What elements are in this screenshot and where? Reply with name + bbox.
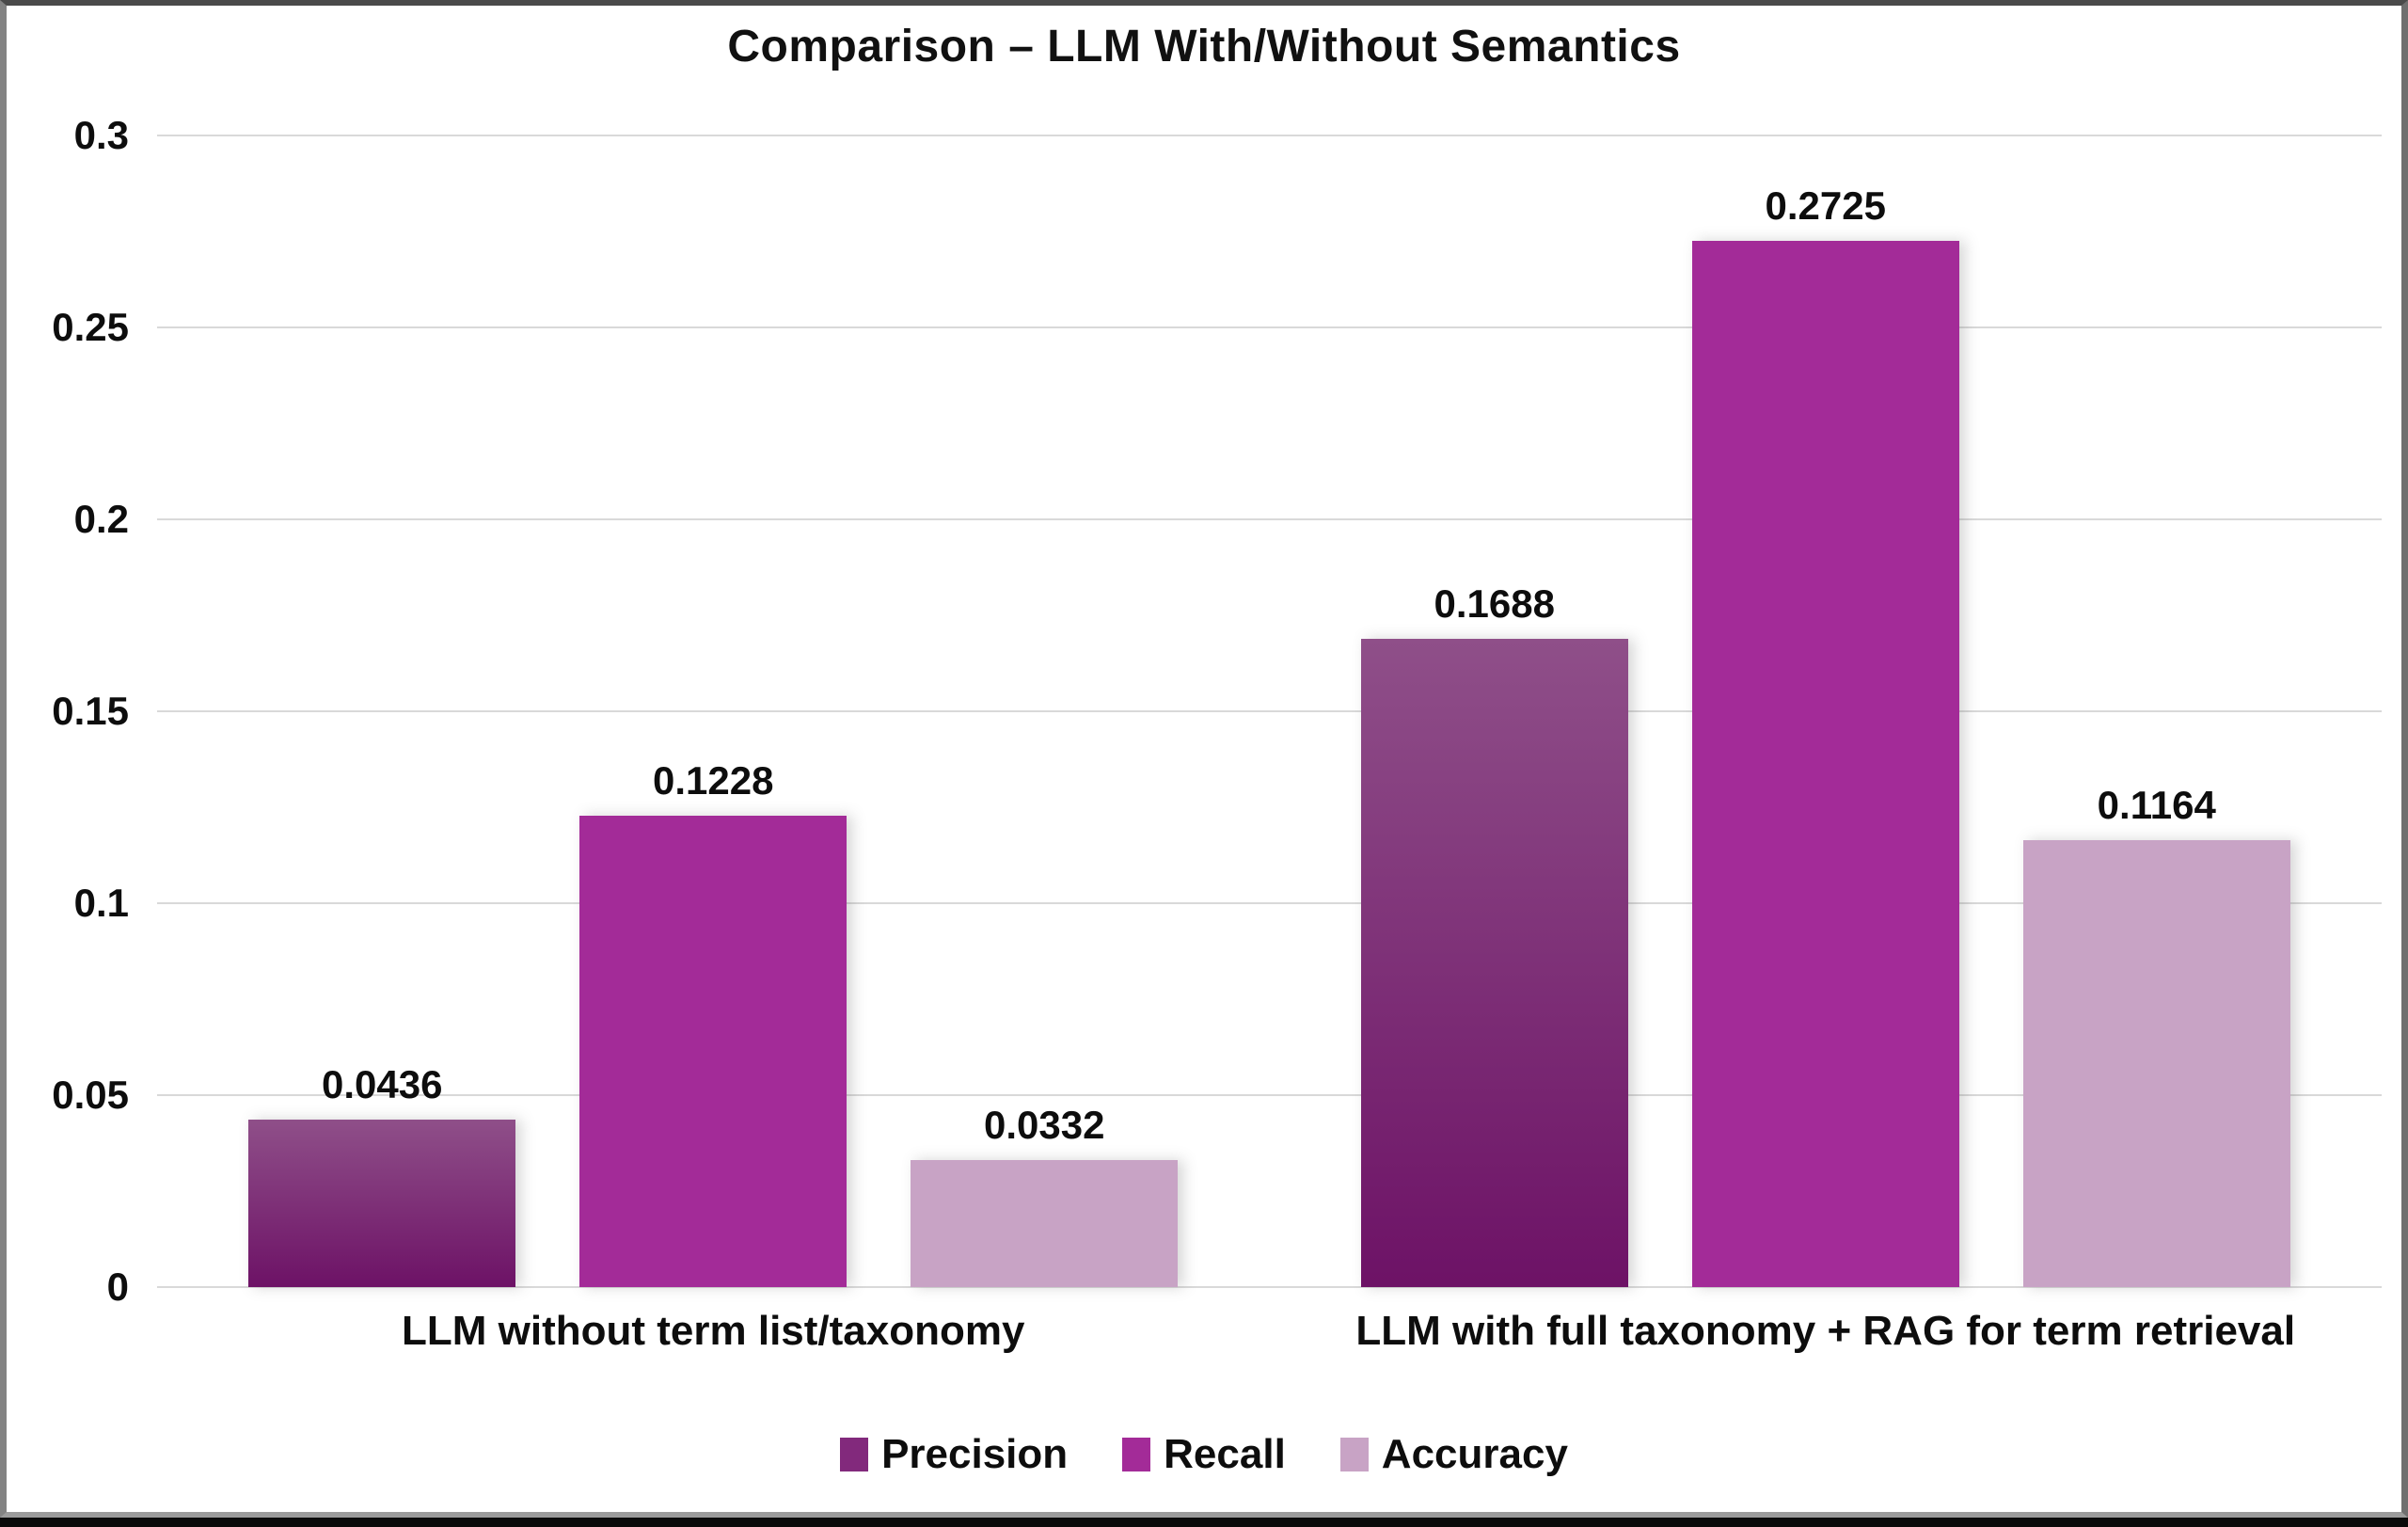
bars-layer: 0.0436 0.1228 0.0332 0.1688 0.2725 0.1164 [157, 135, 2382, 1287]
gridline-0.15 [157, 710, 2382, 712]
x-axis-label-group-1: LLM without term list/taxonomy [402, 1308, 1025, 1354]
gridline-0.3 [157, 135, 2382, 136]
bar-accuracy-group-1 [911, 1159, 1179, 1287]
legend-swatch-accuracy [1339, 1438, 1369, 1471]
legend-label-accuracy: Accuracy [1381, 1431, 1568, 1477]
y-tick-label-0: 0 [106, 1265, 129, 1309]
plot-area: 0.3 0.25 0.2 0.15 0.1 0.05 0 0.0436 0.1228 0.033… [52, 113, 2382, 1309]
y-tick-label-0.3: 0.3 [73, 113, 129, 157]
bar-value-label-recall-group-1: 0.1228 [653, 757, 774, 803]
bar-precision-group-1 [248, 1120, 516, 1287]
y-tick-label-0.2: 0.2 [73, 497, 129, 541]
legend-item-precision: Precision [840, 1431, 1068, 1478]
x-axis-label-group-2: LLM with full taxonomy + RAG for term re… [1355, 1308, 2296, 1354]
gridline-0.1 [157, 901, 2382, 904]
gridline-0.25 [157, 326, 2382, 328]
bar-column-accuracy-group-2: 0.1164 [2022, 135, 2290, 1287]
gridline-0.05 [157, 1094, 2382, 1096]
bar-value-label-accuracy-group-2: 0.1164 [2097, 783, 2216, 828]
y-tick-label-0.1: 0.1 [73, 881, 129, 925]
y-tick-label-0.05: 0.05 [52, 1073, 129, 1117]
y-tick-label-0.25: 0.25 [52, 305, 129, 349]
bar-value-label-precision-group-1: 0.0436 [322, 1062, 443, 1107]
bar-column-accuracy-group-1: 0.0332 [911, 135, 1179, 1287]
legend: Precision Recall Accuracy [7, 1431, 2401, 1478]
legend-swatch-recall [1122, 1438, 1151, 1471]
legend-item-accuracy: Accuracy [1339, 1431, 1568, 1478]
grid-layer: 0.3 0.25 0.2 0.15 0.1 0.05 0 [52, 113, 2382, 1309]
bar-value-label-precision-group-2: 0.1688 [1434, 581, 1555, 627]
gridline-0 [157, 1286, 2382, 1288]
chart-title: Comparison – LLM With/Without Semantics [727, 22, 1681, 72]
x-axis-labels: LLM without term list/taxonomy LLM with … [157, 1308, 2382, 1355]
y-tick-label-0.15: 0.15 [52, 689, 129, 733]
legend-label-precision: Precision [881, 1431, 1069, 1477]
gridline-0.2 [157, 517, 2382, 520]
bar-precision-group-2 [1360, 639, 1628, 1287]
bar-column-recall-group-1: 0.1228 [579, 135, 848, 1287]
bar-value-label-accuracy-group-1: 0.0332 [984, 1102, 1105, 1147]
legend-label-recall: Recall [1164, 1431, 1286, 1477]
legend-item-recall: Recall [1122, 1431, 1286, 1478]
bar-value-label-recall-group-2: 0.2725 [1765, 183, 1886, 229]
bar-recall-group-1 [579, 815, 848, 1287]
bar-column-precision-group-1: 0.0436 [248, 135, 516, 1287]
bar-accuracy-group-2 [2022, 840, 2290, 1287]
legend-swatch-precision [840, 1438, 869, 1471]
bar-column-precision-group-2: 0.1688 [1360, 135, 1628, 1287]
bar-group-2: 0.1688 0.2725 0.1164 [1270, 135, 2383, 1287]
bar-recall-group-2 [1691, 241, 1959, 1287]
bar-column-recall-group-2: 0.2725 [1691, 135, 1959, 1287]
bar-group-1: 0.0436 0.1228 0.0332 [157, 135, 1270, 1287]
